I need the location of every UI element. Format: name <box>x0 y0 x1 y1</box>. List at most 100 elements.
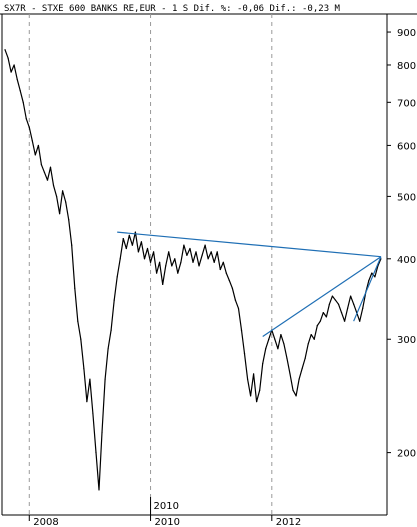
price-point <box>304 357 306 360</box>
y-tick-label: 800 <box>397 61 416 72</box>
price-point <box>368 279 370 282</box>
price-point <box>65 201 67 203</box>
price-point <box>168 251 170 253</box>
series-layer <box>4 49 382 491</box>
price-point <box>125 247 127 250</box>
price-point <box>128 234 130 236</box>
price-point <box>71 244 73 246</box>
price-point <box>55 195 58 197</box>
price-point <box>286 357 288 360</box>
x-tick-label: 2008 <box>33 517 58 527</box>
price-point <box>165 265 167 267</box>
price-point <box>268 338 270 340</box>
price-point <box>207 258 209 260</box>
price-point <box>83 368 85 370</box>
price-point <box>265 348 267 350</box>
price-point <box>19 89 21 92</box>
price-point <box>283 343 285 345</box>
price-point <box>192 261 194 263</box>
price-point <box>180 261 182 263</box>
price-point <box>137 251 140 253</box>
price-point <box>359 320 361 322</box>
price-point <box>159 261 161 263</box>
price-point <box>210 251 212 253</box>
trendline-layer <box>117 231 382 337</box>
price-point <box>86 401 88 403</box>
price-point <box>107 348 109 350</box>
price-point <box>22 101 24 103</box>
price-point <box>131 244 133 246</box>
price-point <box>374 276 376 278</box>
price-point <box>350 295 352 297</box>
price-point <box>49 166 52 168</box>
price-point <box>146 247 149 250</box>
price-point <box>201 254 203 256</box>
x-marker: 2010 <box>150 497 179 515</box>
price-point <box>219 268 221 271</box>
price-point <box>134 231 136 233</box>
price-point <box>262 362 264 365</box>
price-point <box>80 338 82 340</box>
price-point <box>98 489 100 491</box>
price-point <box>301 368 303 370</box>
price-point <box>52 184 55 187</box>
price-point <box>104 378 106 380</box>
y-tick-label: 700 <box>397 98 416 109</box>
price-point <box>110 329 112 331</box>
price-point <box>101 431 103 433</box>
price-point <box>58 213 61 215</box>
trendline-3 <box>353 256 382 322</box>
trendline-1 <box>117 231 381 258</box>
price-point <box>13 64 15 66</box>
price-point <box>313 338 315 340</box>
price-point <box>249 395 252 397</box>
price-point <box>295 395 297 397</box>
x-tick-label: 2010 <box>155 517 180 527</box>
price-point <box>183 244 185 246</box>
price-point <box>7 57 9 59</box>
price-point <box>10 71 12 73</box>
price-point <box>334 299 337 301</box>
price-point <box>353 303 355 305</box>
price-point <box>316 324 318 327</box>
price-point <box>240 329 243 331</box>
price-point <box>362 307 364 309</box>
price-point <box>95 452 97 454</box>
plot-frame <box>1 14 388 516</box>
price-point <box>171 265 173 267</box>
price-point <box>213 261 215 263</box>
price-point <box>25 118 27 120</box>
price-point <box>216 251 218 253</box>
price-point <box>237 307 240 309</box>
price-point <box>149 261 152 263</box>
price-point <box>225 272 227 274</box>
price-point <box>43 171 46 173</box>
price-point <box>77 320 79 322</box>
price-point <box>174 258 176 260</box>
price-point <box>289 373 291 375</box>
price-point <box>231 287 233 289</box>
price-point <box>186 254 188 256</box>
price-point <box>328 303 331 305</box>
price-point <box>68 219 70 221</box>
price-point <box>292 389 294 391</box>
price-point <box>89 378 91 380</box>
y-tick-label: 400 <box>397 255 416 266</box>
price-point <box>92 412 94 415</box>
price-point <box>31 140 33 142</box>
price-point <box>371 272 373 274</box>
price-point <box>228 279 230 282</box>
price-point <box>16 78 18 80</box>
price-point <box>346 307 349 309</box>
price-point <box>4 49 6 51</box>
chart-header: SX7R - STXE 600 BANKS RE,EUR - 1 S Dif. … <box>4 4 341 14</box>
price-point <box>222 261 224 263</box>
trendline-2 <box>262 256 382 337</box>
price-point <box>310 334 312 336</box>
price-point <box>259 389 261 391</box>
price-point <box>246 378 249 380</box>
price-point <box>253 373 255 375</box>
x-marker-label: 2010 <box>154 501 179 512</box>
